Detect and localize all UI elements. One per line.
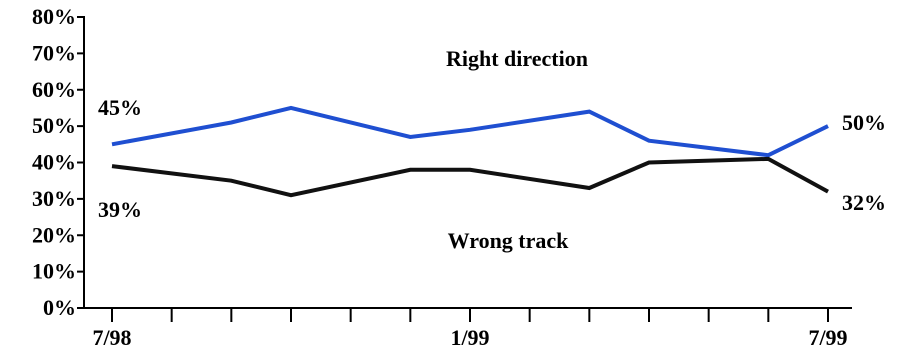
data-label-right-start: 45% bbox=[98, 95, 142, 120]
x-tick-label: 1/99 bbox=[450, 325, 489, 350]
x-tick-label: 7/98 bbox=[92, 325, 131, 350]
y-tick-label: 30% bbox=[32, 186, 76, 211]
series-layer bbox=[111, 105, 829, 198]
y-tick-label: 60% bbox=[32, 77, 76, 102]
data-label-right-end: 50% bbox=[842, 110, 886, 135]
y-axis: 0% 10% 20% 30% 40% 50% 60% 70% 80% bbox=[32, 4, 85, 320]
y-tick-label: 80% bbox=[32, 4, 76, 29]
series-label-wrong-track: Wrong track bbox=[448, 228, 570, 253]
x-axis: 7/98 1/99 7/99 bbox=[84, 307, 852, 350]
y-tick-label: 10% bbox=[32, 259, 76, 284]
y-tick-label: 50% bbox=[32, 113, 76, 138]
series-line-wrong-track bbox=[111, 156, 829, 198]
y-tick-label: 0% bbox=[43, 295, 76, 320]
series-line-right-direction bbox=[111, 105, 829, 158]
y-tick-label: 40% bbox=[32, 150, 76, 175]
series-label-right-direction: Right direction bbox=[446, 46, 588, 71]
x-tick-label: 7/99 bbox=[808, 325, 847, 350]
data-label-wrong-start: 39% bbox=[98, 197, 142, 222]
y-tick-label: 20% bbox=[32, 222, 76, 247]
data-label-wrong-end: 32% bbox=[842, 190, 886, 215]
y-tick-label: 70% bbox=[32, 40, 76, 65]
